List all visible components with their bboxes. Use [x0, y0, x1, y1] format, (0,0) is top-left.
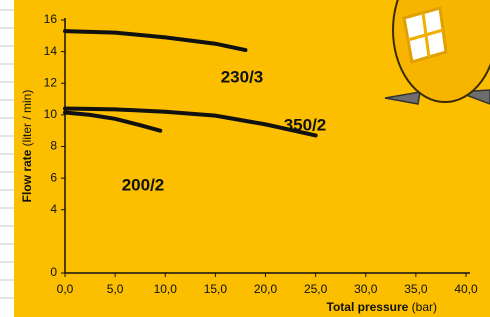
y-tick-label: 10 [44, 107, 58, 121]
series-label: 230/3 [221, 67, 264, 86]
x-tick-label: 35,0 [404, 282, 428, 296]
series-label: 350/2 [284, 115, 327, 134]
y-axis-label-unit: (liter / min) [20, 90, 34, 147]
x-tick-label: 15,0 [204, 282, 228, 296]
x-tick-label: 5,0 [107, 282, 124, 296]
page-lines [0, 10, 14, 298]
x-axis-label-unit: (bar) [412, 300, 437, 314]
y-tick-label: 0 [50, 265, 57, 279]
series-label: 200/2 [122, 175, 165, 194]
y-tick-label: 6 [50, 170, 57, 184]
y-tick-label: 12 [44, 75, 58, 89]
x-axis-label: Total pressure (bar) [327, 300, 438, 314]
x-axis-label-main: Total pressure [327, 300, 409, 314]
y-tick-label: 8 [50, 139, 57, 153]
x-tick-label: 10,0 [154, 282, 178, 296]
x-tick-label: 25,0 [304, 282, 328, 296]
x-tick-label: 40,0 [454, 282, 478, 296]
y-tick-label: 16 [44, 12, 58, 26]
page: {"chart_data": {"type": "line", "ylabel"… [0, 0, 490, 317]
y-axis-label: Flow rate (liter / min) [20, 90, 34, 203]
y-tick-label: 14 [44, 44, 58, 58]
y-tick-label: 4 [50, 202, 57, 216]
x-tick-label: 0,0 [57, 282, 74, 296]
x-tick-label: 30,0 [354, 282, 378, 296]
x-tick-label: 20,0 [254, 282, 278, 296]
chart: Flow rate (liter / min) Total pressure (… [0, 0, 490, 317]
y-axis-label-main: Flow rate [20, 149, 34, 202]
